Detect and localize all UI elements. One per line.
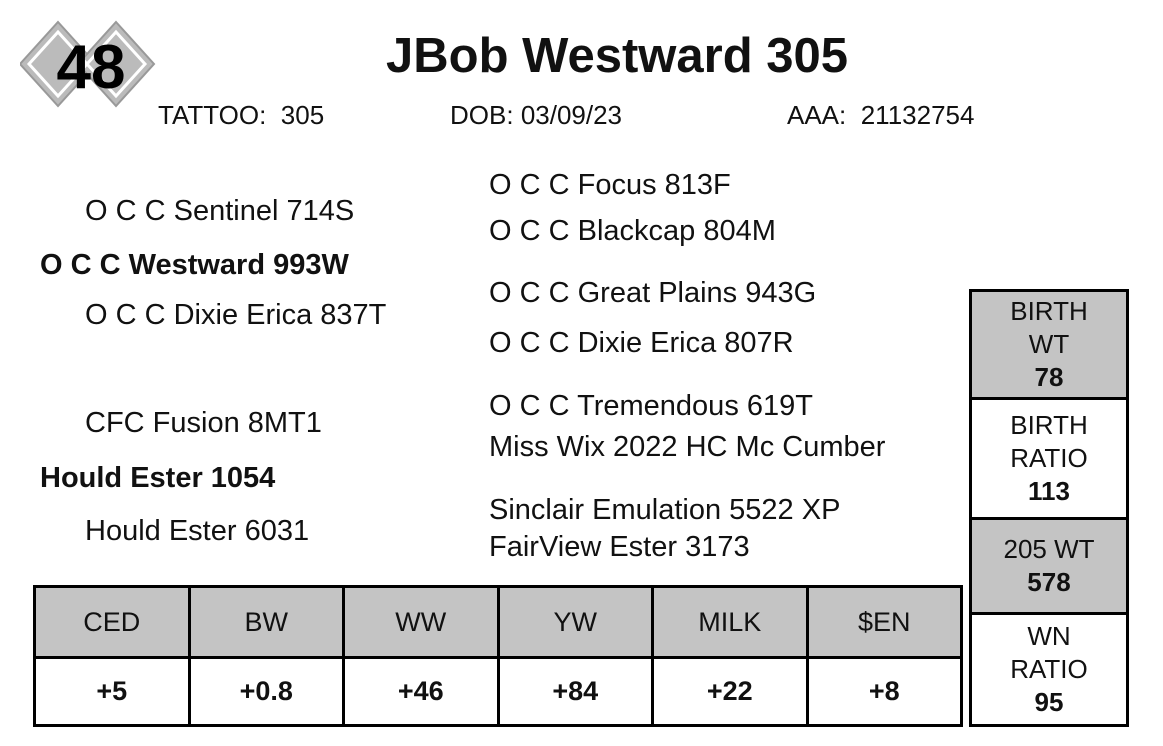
stat-label: BIRTH WT bbox=[1010, 296, 1088, 360]
pedigree-entry: O C C Dixie Erica 807R bbox=[489, 327, 794, 359]
pedigree-sire: O C C Westward 993W bbox=[40, 249, 349, 281]
epd-header: MILK bbox=[651, 585, 809, 659]
label: DOB: bbox=[450, 100, 514, 130]
stat-value: 95 bbox=[1034, 686, 1064, 717]
pedigree-entry: O C C Tremendous 619T bbox=[489, 390, 813, 422]
pedigree-entry: O C C Sentinel 714S bbox=[85, 195, 355, 227]
lot-number: 48 bbox=[57, 33, 126, 102]
stat-value: 578 bbox=[1027, 567, 1071, 598]
stat-cell: BIRTH WT 78 bbox=[972, 292, 1126, 401]
stat-label: BIRTH RATIO bbox=[1010, 410, 1088, 474]
label: TATTOO: bbox=[158, 100, 267, 130]
pedigree-entry: O C C Blackcap 804M bbox=[489, 215, 776, 247]
epd-header: CED bbox=[33, 585, 191, 659]
epd-header: WW bbox=[342, 585, 500, 659]
dob: DOB: 03/09/23 bbox=[450, 100, 622, 131]
stat-value: 113 bbox=[1028, 476, 1070, 507]
epd-value: +0.8 bbox=[187, 656, 345, 727]
tattoo: TATTOO: 305 bbox=[158, 100, 324, 131]
pedigree-entry: O C C Focus 813F bbox=[489, 169, 731, 201]
stats-box: BIRTH WT 78 BIRTH RATIO 113 205 WT 578 WN RATI… bbox=[969, 289, 1129, 727]
epd-value: +22 bbox=[651, 656, 809, 727]
pedigree-entry: Sinclair Emulation 5522 XP bbox=[489, 494, 841, 526]
epd-header: BW bbox=[187, 585, 345, 659]
epd-header-row: CED BW WW YW MILK $EN bbox=[33, 585, 963, 659]
value: 305 bbox=[280, 100, 325, 130]
aaa: AAA: 21132754 bbox=[787, 100, 974, 131]
stat-cell: BIRTH RATIO 113 bbox=[972, 400, 1126, 521]
epd-value-row: +5 +0.8 +46 +84 +22 +8 bbox=[33, 656, 963, 727]
pedigree-dam: Hould Ester 1054 bbox=[40, 462, 276, 494]
epd-table: CED BW WW YW MILK $EN +5 +0.8 +46 +84 +22 +8 bbox=[33, 585, 963, 727]
stat-label: WN RATIO bbox=[1010, 620, 1088, 684]
label: AAA: bbox=[787, 100, 847, 130]
pedigree-entry: O C C Great Plains 943G bbox=[489, 277, 817, 309]
pedigree-entry: FairView Ester 3173 bbox=[489, 531, 750, 563]
value: 21132754 bbox=[860, 100, 975, 130]
epd-value: +5 bbox=[33, 656, 191, 727]
animal-name: JBob Westward 305 bbox=[386, 29, 849, 83]
pedigree-entry: Hould Ester 6031 bbox=[85, 515, 310, 547]
stat-cell: WN RATIO 95 bbox=[972, 615, 1126, 724]
epd-value: +8 bbox=[805, 656, 963, 727]
stat-label: 205 WT bbox=[1003, 534, 1095, 565]
pedigree-entry: CFC Fusion 8MT1 bbox=[85, 407, 322, 439]
stat-value: 78 bbox=[1034, 362, 1064, 393]
stat-cell: 205 WT 578 bbox=[972, 520, 1126, 615]
epd-header: YW bbox=[496, 585, 654, 659]
epd-value: +84 bbox=[496, 656, 654, 727]
epd-value: +46 bbox=[342, 656, 500, 727]
value: 03/09/23 bbox=[520, 100, 623, 130]
pedigree-entry: Miss Wix 2022 HC Mc Cumber bbox=[489, 431, 886, 463]
lot-badge: 48 bbox=[20, 20, 156, 108]
pedigree-entry: O C C Dixie Erica 837T bbox=[85, 299, 387, 331]
epd-header: $EN bbox=[805, 585, 963, 659]
